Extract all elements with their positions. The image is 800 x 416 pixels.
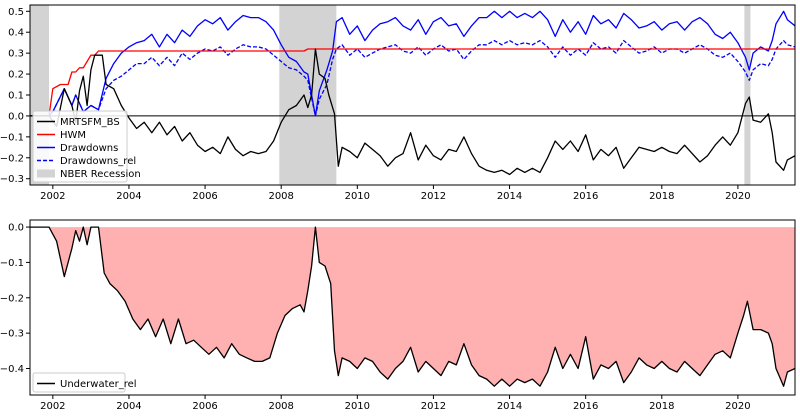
x-tick-label: 2012: [421, 401, 446, 412]
y-tick-label: 0.0: [8, 111, 24, 122]
legend-label: Drawdowns_rel: [60, 156, 136, 167]
y-tick-label: −0.2: [0, 153, 24, 164]
x-tick-label: 2020: [725, 401, 750, 412]
legend-label: Drawdowns: [60, 143, 118, 154]
series-line-drawdowns-rel: [30, 39, 795, 117]
underwater-area-fill: [30, 227, 795, 387]
y-tick-label: 0.5: [8, 7, 24, 18]
x-tick-label: 2018: [649, 401, 674, 412]
y-tick-label: 0.1: [8, 91, 24, 102]
legend-label: Underwater_rel: [60, 379, 137, 390]
x-tick-label: 2020: [725, 191, 750, 202]
y-tick-label: 0.3: [8, 49, 24, 60]
x-tick-label: 2010: [345, 191, 370, 202]
x-tick-label: 2008: [268, 401, 293, 412]
plot-frame: [29, 4, 796, 186]
y-tick-label: −0.1: [0, 258, 24, 269]
y-tick-label: −0.2: [0, 293, 24, 304]
x-tick-label: 2002: [40, 191, 65, 202]
series-line-mrtsfm-bs: [30, 48, 795, 176]
x-tick-label: 2004: [116, 401, 141, 412]
x-tick-label: 2014: [497, 191, 522, 202]
legend-label: NBER Recession: [60, 169, 141, 180]
x-tick-label: 2016: [573, 191, 598, 202]
x-tick-label: 2006: [192, 401, 217, 412]
drawdown-chart-panel: 2002 2004 2006 2008 2010 2012 2014 2016 2018 2020…: [0, 4, 796, 202]
legend-swatch-patch: [37, 169, 55, 178]
y-tick-label: 0.4: [8, 28, 24, 39]
legend: MRTSFM_BS HWM Drawdowns Drawdowns_rel NBER R…: [32, 110, 141, 183]
series-line-hwm: [30, 48, 795, 117]
series-line-drawdowns: [30, 10, 795, 117]
x-tick-label: 2014: [497, 401, 522, 412]
recession-band: [279, 5, 337, 185]
x-tick-label: 2008: [268, 191, 293, 202]
legend-label: HWM: [60, 130, 86, 141]
x-tick-label: 2004: [116, 191, 141, 202]
series-line-underwater-rel: [30, 226, 795, 387]
legend-box: [32, 372, 126, 393]
recession-band: [744, 5, 751, 185]
underwater-chart-panel: 2002 2004 2006 2008 2010 2012 2014 2016 2018 2020…: [0, 219, 796, 412]
y-tick-label: 0.2: [8, 70, 24, 81]
y-tick-label: −0.3: [0, 329, 24, 340]
x-tick-label: 2002: [40, 401, 65, 412]
plot-frame: [29, 219, 796, 396]
x-tick-label: 2010: [345, 401, 370, 412]
y-tick-label: −0.4: [0, 364, 24, 375]
legend-box: [32, 110, 128, 183]
legend-label: MRTSFM_BS: [60, 117, 120, 128]
x-tick-label: 2018: [649, 191, 674, 202]
x-tick-label: 2012: [421, 191, 446, 202]
y-tick-label: −0.3: [0, 174, 24, 185]
legend: Underwater_rel: [32, 372, 137, 393]
x-tick-label: 2006: [192, 191, 217, 202]
x-tick-label: 2016: [573, 401, 598, 412]
y-tick-label: 0.0: [8, 223, 24, 234]
y-tick-label: −0.1: [0, 132, 24, 143]
